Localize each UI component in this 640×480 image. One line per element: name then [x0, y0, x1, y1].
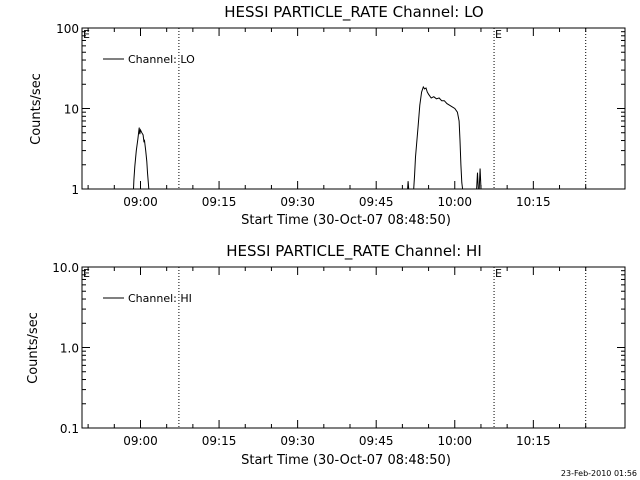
x-tick-label: 09:00: [123, 195, 158, 209]
x-tick-label: 10:00: [437, 195, 472, 209]
x-tick-label: 09:30: [280, 195, 315, 209]
x-tick-label: 10:00: [437, 434, 472, 448]
x-tick-label: 09:15: [202, 434, 237, 448]
legend-label: Channel: HI: [128, 292, 192, 305]
x-tick-label: 09:45: [359, 195, 394, 209]
x-axis-label: Start Time (30-Oct-07 08:48:50): [241, 213, 451, 228]
x-tick-label: 09:30: [280, 434, 315, 448]
series-line: [133, 127, 150, 190]
series-line: [476, 172, 479, 190]
series-line: [478, 168, 482, 190]
x-tick-label: 10:15: [516, 195, 551, 209]
event-marker-label: E: [83, 267, 90, 280]
legend-label: Channel: LO: [128, 53, 195, 66]
dynamic-marks: 09:00 09:15 09:30 09:45 10:00 10:15 1 10 100 E E: [56, 22, 625, 209]
y-tick-label: 1: [71, 183, 79, 197]
x-tick-label: 09:00: [123, 434, 158, 448]
event-marker-label: E: [495, 28, 502, 41]
event-marker-label: E: [83, 28, 90, 41]
y-tick-label: 0.1: [60, 422, 79, 436]
chart-title: HESSI PARTICLE_RATE Channel: HI: [226, 242, 482, 261]
x-tick-label: 10:15: [516, 434, 551, 448]
x-axis-label: Start Time (30-Oct-07 08:48:50): [241, 453, 451, 468]
y-axis-label: Counts/sec: [26, 312, 41, 384]
y-tick-label: 10: [64, 103, 79, 117]
event-marker-label: E: [495, 267, 502, 280]
chart-title: HESSI PARTICLE_RATE Channel: LO: [224, 3, 483, 22]
y-tick-label: 100: [56, 22, 79, 36]
y-tick-label: 1.0: [60, 342, 79, 356]
y-axis-label: Counts/sec: [29, 73, 44, 145]
x-tick-label: 09:45: [359, 434, 394, 448]
series-line: [407, 85, 464, 190]
x-tick-label: 09:15: [202, 195, 237, 209]
footer-timestamp: 23-Feb-2010 01:56: [561, 469, 637, 478]
panel-hi: HESSI PARTICLE_RATE Channel: HI Start Ti…: [26, 242, 626, 468]
y-tick-label: 10.0: [52, 261, 79, 275]
panel-lo: HESSI PARTICLE_RATE Channel: LO Start Ti…: [29, 3, 626, 228]
dynamic-marks: 09:00 09:15 09:30 09:45 10:00 10:15 0.1 1.0 10.0…: [52, 261, 625, 448]
